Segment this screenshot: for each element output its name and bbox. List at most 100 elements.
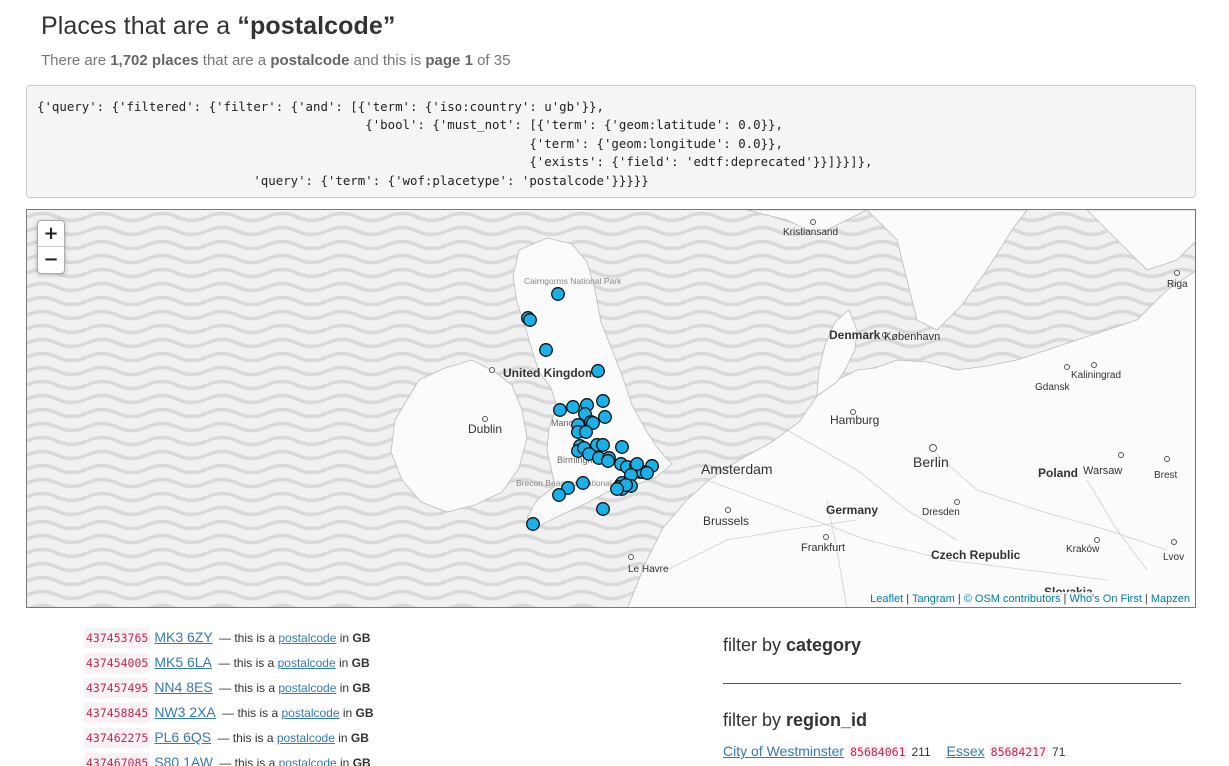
query-box: {'query': {'filtered': {'filter': {'and'… — [26, 85, 1196, 198]
postalcode-marker[interactable] — [523, 313, 537, 327]
label-amsterdam: Amsterdam — [701, 461, 773, 477]
label-czech: Czech Republic — [931, 548, 1021, 562]
list-item: 437457495 NN4 8ES — this is a postalcode … — [84, 677, 684, 702]
region-filter-item: City of Westminster 85684061 211 — [723, 743, 931, 759]
label-brest: Brest — [1154, 470, 1178, 481]
title-placetype: “postalcode” — [237, 12, 396, 40]
desc-text: — this is a — [214, 656, 278, 670]
query-code: {'query': {'filtered': {'filter': {'and'… — [37, 99, 873, 188]
place-name-link[interactable]: PL6 6QS — [154, 729, 212, 745]
label-germany: Germany — [826, 503, 878, 517]
label-brussels: Brussels — [703, 514, 749, 528]
place-name-link[interactable]: MK3 6ZY — [154, 629, 213, 645]
label-krakow: Kraków — [1066, 544, 1100, 555]
place-name-link[interactable]: MK5 6LA — [154, 654, 212, 670]
postalcode-marker[interactable] — [579, 425, 593, 439]
postalcode-marker[interactable] — [601, 454, 615, 468]
label-dresden: Dresden — [922, 507, 960, 518]
label-lviv: Lvov — [1163, 552, 1184, 563]
placetype-link[interactable]: postalcode — [278, 631, 337, 645]
desc-in: in — [336, 681, 353, 695]
label-riga: Riga — [1167, 279, 1188, 290]
postalcode-marker[interactable] — [539, 343, 553, 357]
country-code: GB — [355, 706, 374, 720]
postalcode-marker[interactable] — [561, 481, 575, 495]
label-dublin: Dublin — [468, 422, 502, 436]
zoom-in-button[interactable]: + — [38, 221, 64, 247]
region-filter-link[interactable]: City of Westminster — [723, 743, 845, 759]
place-description: — this is a postalcode in GB — [215, 756, 370, 766]
postalcode-marker[interactable] — [576, 476, 590, 490]
label-uk: United Kingdom — [503, 366, 596, 380]
postalcode-marker[interactable] — [596, 438, 610, 452]
postalcode-marker[interactable] — [526, 517, 540, 531]
country-code: GB — [350, 731, 369, 745]
city-marker-warsaw — [1118, 452, 1124, 458]
country-code: GB — [351, 656, 370, 670]
postalcode-marker[interactable] — [596, 394, 610, 408]
desc-text: — this is a — [215, 756, 279, 766]
postalcode-marker[interactable] — [586, 416, 600, 430]
map-attribution: Leaflet | Tangram | © OSM contributors |… — [865, 592, 1195, 607]
postalcode-marker[interactable] — [551, 287, 565, 301]
place-name-link[interactable]: NN4 8ES — [154, 679, 213, 695]
placetype-link[interactable]: postalcode — [276, 731, 335, 745]
placetype-link[interactable]: postalcode — [278, 681, 337, 695]
map[interactable]: Kristiansand Riga Cairngorms National Pa… — [26, 209, 1196, 608]
placetype-link[interactable]: postalcode — [278, 756, 337, 766]
subtitle-page: page 1 — [425, 52, 473, 69]
postalcode-marker[interactable] — [598, 410, 612, 424]
label-frankfurt: Frankfurt — [801, 542, 845, 554]
map-canvas[interactable]: Kristiansand Riga Cairngorms National Pa… — [27, 210, 1196, 608]
filter-key: category — [786, 635, 862, 655]
city-marker-kristiansand — [810, 219, 816, 225]
postalcode-marker[interactable] — [610, 482, 624, 496]
postalcode-marker[interactable] — [552, 488, 566, 502]
country-code: GB — [352, 631, 371, 645]
city-marker-dresden — [954, 499, 960, 505]
region-filter-list: City of Westminster 85684061 211 Essex 8568… — [723, 743, 1077, 759]
attribution-osm[interactable]: © OSM contributors — [963, 593, 1061, 605]
place-id: 437462275 — [84, 728, 151, 748]
zoom-out-button[interactable]: − — [43, 249, 59, 270]
postalcode-marker[interactable] — [630, 457, 644, 471]
subtitle-placetype: postalcode — [270, 52, 350, 69]
list-item: 437462275 PL6 6QS — this is a postalcode … — [84, 727, 684, 752]
attribution-tangram[interactable]: Tangram — [911, 593, 955, 605]
place-description: — this is a postalcode in GB — [214, 656, 370, 670]
city-marker-lehavre — [628, 554, 634, 560]
list-item: 437453765 MK3 6ZY — this is a postalcode … — [84, 627, 684, 652]
label-kaliningrad: Kaliningrad — [1071, 370, 1121, 381]
postalcode-marker[interactable] — [566, 400, 580, 414]
postalcode-marker[interactable] — [553, 403, 567, 417]
page-subtitle: There are 1,702 places that are a postal… — [41, 52, 510, 69]
label-hamburg: Hamburg — [830, 413, 879, 427]
label-berlin: Berlin — [913, 454, 949, 470]
zoom-control: + − — [37, 220, 65, 274]
place-name-link[interactable]: NW3 2XA — [154, 704, 216, 720]
placetype-link[interactable]: postalcode — [277, 656, 336, 670]
region-id: 85684217 — [988, 745, 1049, 759]
attribution-mapzen[interactable]: Mapzen — [1150, 593, 1190, 605]
city-marker-hamburg — [850, 409, 856, 415]
place-description: — this is a postalcode in GB — [214, 731, 369, 745]
filter-region-heading: filter by region_id — [723, 710, 867, 731]
list-item: 437454005 MK5 6LA — this is a postalcode … — [84, 652, 684, 677]
placetype-link[interactable]: postalcode — [281, 706, 340, 720]
region-filter-link[interactable]: Essex — [946, 743, 985, 759]
postalcode-marker[interactable] — [596, 502, 610, 516]
attribution-leaflet[interactable]: Leaflet — [870, 593, 904, 605]
place-name-link[interactable]: S80 1AW — [154, 754, 213, 766]
postalcode-marker[interactable] — [591, 364, 605, 378]
postalcode-marker[interactable] — [615, 440, 629, 454]
city-marker-brest — [1164, 456, 1170, 462]
label-warsaw: Warsaw — [1083, 465, 1122, 477]
desc-text: — this is a — [215, 631, 279, 645]
postalcode-marker[interactable] — [640, 466, 654, 480]
city-marker-berlin — [929, 444, 937, 452]
title-prefix: Places that are a — [41, 12, 238, 40]
filter-category-heading: filter by category — [723, 635, 861, 656]
attribution-wof[interactable]: Who's On First — [1069, 593, 1142, 605]
page-title: Places that are a “postalcode” — [41, 12, 396, 41]
label-kristiansand: Kristiansand — [783, 227, 838, 238]
